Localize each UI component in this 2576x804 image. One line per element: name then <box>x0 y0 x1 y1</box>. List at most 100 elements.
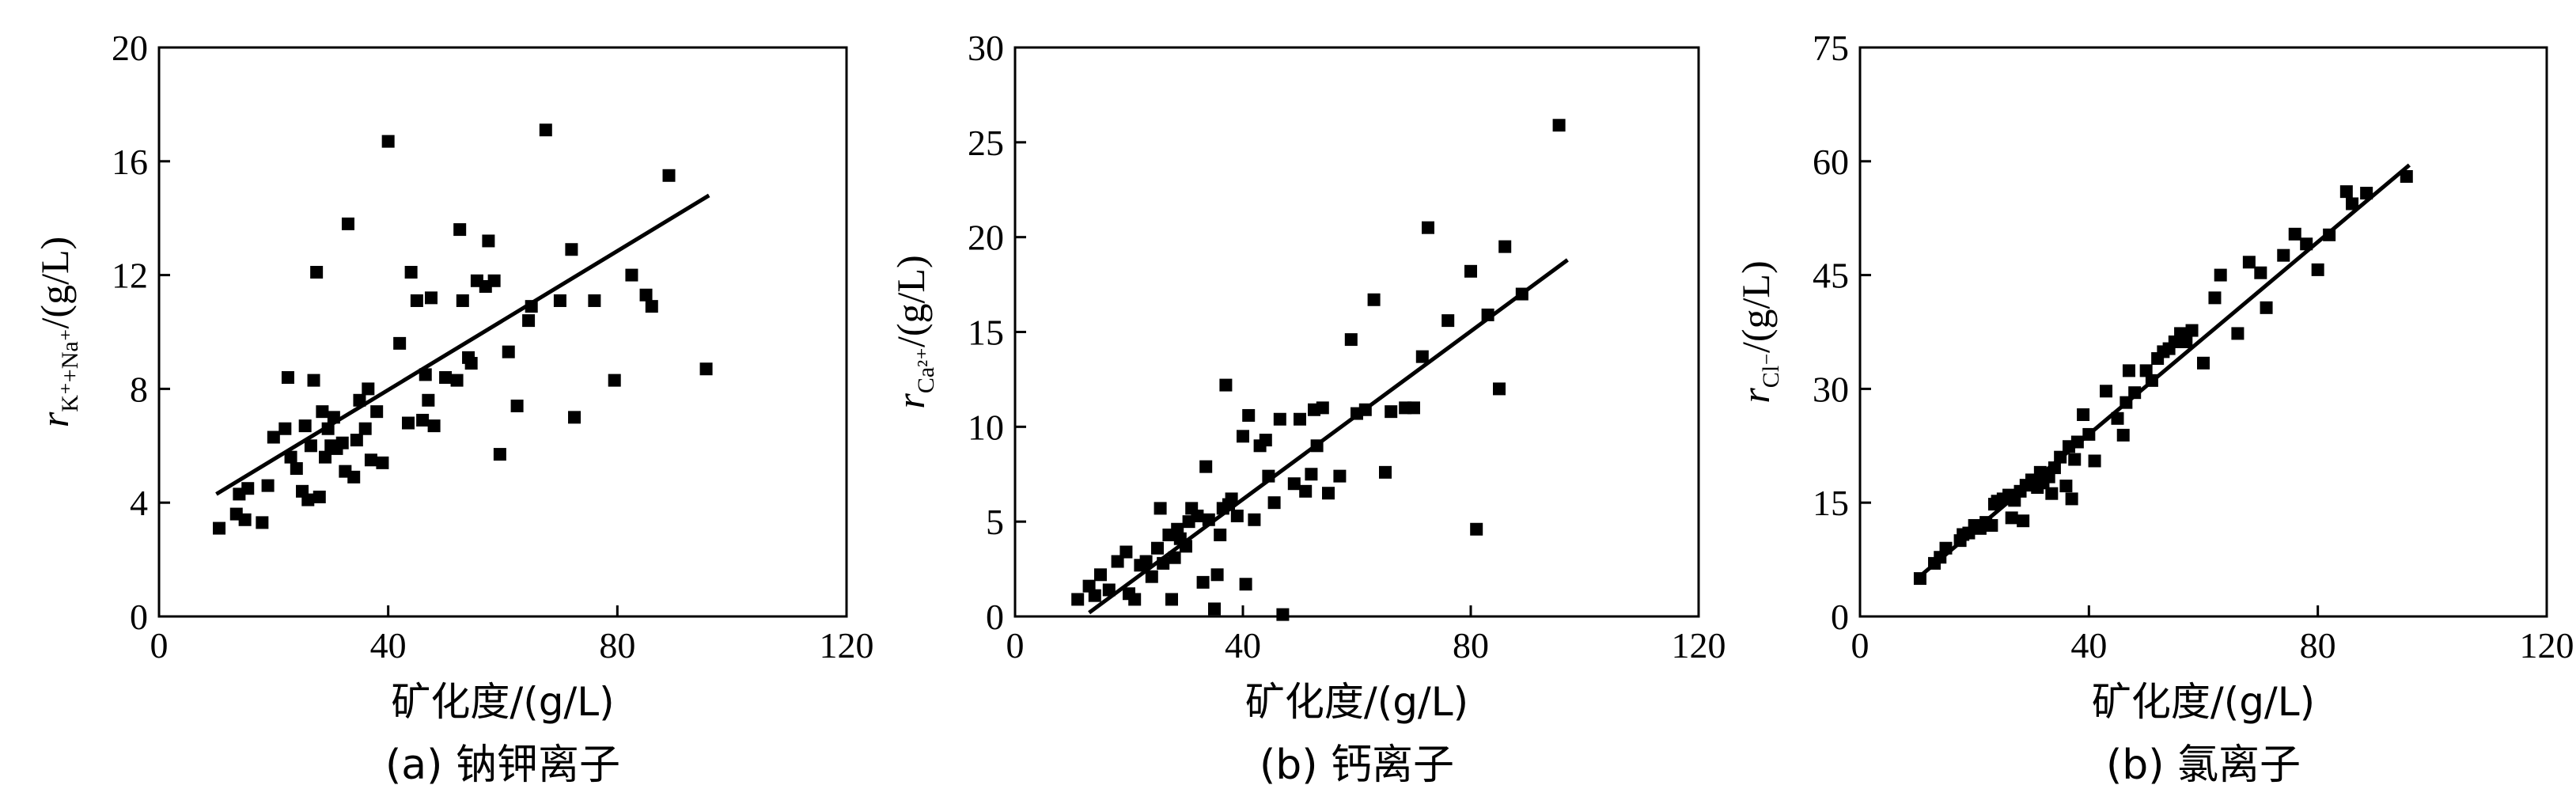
y-tick-label: 15 <box>968 313 1004 353</box>
data-point <box>456 294 469 307</box>
y-label-symbol: r <box>1733 388 1778 404</box>
data-point <box>261 479 275 492</box>
data-point <box>1102 583 1116 597</box>
data-point <box>422 393 435 407</box>
data-point <box>2400 169 2413 183</box>
data-point <box>2088 454 2101 468</box>
y-label-unit: /(g/L) <box>32 237 77 329</box>
data-point <box>313 491 326 504</box>
chart-panel-2: 0 40 80 120 0 5 10 15 20 25 30 矿化度/(g/L) (b) 钙离子 rCa²… <box>888 28 1726 789</box>
data-point <box>1165 593 1178 606</box>
data-point <box>404 266 418 279</box>
y-axis-label: rCa²⁺/(g/L) <box>888 255 939 408</box>
data-point <box>410 294 423 307</box>
y-tick-label: 15 <box>1813 483 1849 523</box>
data-point <box>2277 248 2290 262</box>
y-tick-label: 12 <box>112 256 148 296</box>
data-point <box>699 362 713 376</box>
data-point <box>1219 378 1233 392</box>
data-point <box>2082 427 2096 441</box>
data-point <box>1259 434 1272 447</box>
x-tick-label: 120 <box>820 625 874 666</box>
data-point <box>450 374 464 387</box>
x-tick-label: 40 <box>1225 625 1261 666</box>
data-point <box>1071 593 1085 606</box>
data-point <box>1273 412 1286 426</box>
y-tick-label: 20 <box>968 218 1004 258</box>
data-point <box>522 314 536 328</box>
x-tick-label: 80 <box>599 625 635 666</box>
data-point <box>1088 589 1101 602</box>
data-point <box>493 448 506 461</box>
data-point <box>1939 541 1953 555</box>
plot-frame <box>1013 46 1700 618</box>
y-label-subscript: Ca²⁺ <box>913 347 939 393</box>
data-point <box>2116 428 2130 442</box>
data-point <box>1225 492 1238 506</box>
data-point <box>1128 593 1142 606</box>
data-point <box>625 268 638 282</box>
data-point <box>267 430 280 444</box>
data-point <box>439 371 453 385</box>
y-label-unit: /(g/L) <box>888 255 933 347</box>
data-point <box>639 288 653 302</box>
data-point <box>241 482 255 495</box>
plot-frame <box>157 46 848 618</box>
data-point <box>2311 263 2324 276</box>
data-point <box>1157 556 1170 570</box>
data-point <box>1248 513 1261 526</box>
data-point <box>424 291 438 305</box>
data-point <box>2197 356 2210 370</box>
data-point <box>1310 439 1324 453</box>
data-point <box>347 470 361 484</box>
data-point <box>2360 187 2373 200</box>
x-tick-label: 0 <box>1006 625 1025 666</box>
y-label-unit: /(g/L) <box>1733 260 1778 353</box>
data-point <box>364 453 377 467</box>
data-point <box>2054 450 2067 464</box>
data-point <box>1168 551 1181 564</box>
plot-frame <box>1858 46 2548 618</box>
chart-panel-3: 0 40 80 120 0 15 30 45 60 75 矿化度/(g/L) (b) 氯离子 rCl⁻/… <box>1733 28 2574 789</box>
data-point <box>2180 335 2193 348</box>
data-point <box>376 456 389 469</box>
data-point <box>2242 256 2256 269</box>
data-point <box>1210 568 1224 582</box>
data-point <box>284 450 297 464</box>
y-tick-label: 20 <box>112 28 148 68</box>
data-point <box>353 393 366 407</box>
data-point <box>2214 268 2227 282</box>
y-label-subscript: K⁺+Na⁺ <box>57 328 83 411</box>
data-point <box>1333 469 1347 483</box>
data-point <box>1094 568 1107 582</box>
data-point <box>2059 480 2073 493</box>
data-point <box>1294 412 1306 426</box>
x-tick-label: 120 <box>2520 625 2574 666</box>
data-point <box>1481 308 1494 321</box>
y-tick-label: 45 <box>1813 256 1849 296</box>
data-point <box>1267 496 1281 510</box>
y-tick-label: 75 <box>1813 28 1849 68</box>
panel-caption: (b) 钙离子 <box>1260 741 1454 789</box>
chart-panel-1: 0 40 80 120 0 4 8 12 16 20 矿化度/(g/L) (a) 钠钾离子 rK⁺+Na… <box>32 28 874 789</box>
panel-caption: (a) 钠钾离子 <box>385 741 620 789</box>
data-point <box>370 405 384 419</box>
data-point <box>1299 484 1313 498</box>
data-point <box>1151 541 1164 555</box>
data-point <box>316 405 329 419</box>
data-point <box>1199 460 1213 473</box>
y-label-symbol: r <box>888 393 933 409</box>
data-point <box>1237 430 1249 443</box>
y-tick-label: 60 <box>1813 142 1849 182</box>
data-point <box>510 399 524 412</box>
data-point <box>2100 385 2113 398</box>
data-point <box>298 419 312 433</box>
data-point <box>1191 509 1204 522</box>
x-tick-label: 40 <box>370 625 407 666</box>
data-point <box>662 169 676 182</box>
data-point <box>1441 314 1455 328</box>
panel-caption: (b) 氯离子 <box>2106 741 2301 789</box>
data-point <box>2128 386 2142 400</box>
data-point <box>1415 350 1429 363</box>
